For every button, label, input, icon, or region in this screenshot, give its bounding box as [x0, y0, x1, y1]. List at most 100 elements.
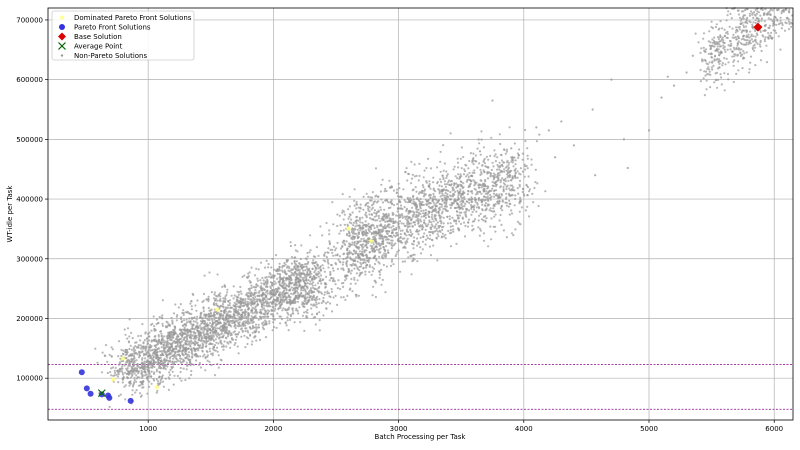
non-pareto-point — [152, 362, 155, 365]
non-pareto-point — [421, 184, 424, 187]
non-pareto-point — [378, 234, 381, 237]
non-pareto-point — [206, 355, 209, 358]
non-pareto-point — [479, 183, 482, 186]
non-pareto-point — [310, 272, 313, 275]
non-pareto-point — [291, 289, 294, 292]
non-pareto-point — [435, 202, 438, 205]
non-pareto-point — [414, 186, 417, 189]
non-pareto-point — [250, 304, 253, 307]
non-pareto-point — [309, 287, 313, 290]
non-pareto-point — [288, 283, 291, 286]
non-pareto-point — [213, 303, 216, 307]
non-pareto-point — [340, 267, 343, 270]
non-pareto-point — [359, 229, 362, 232]
non-pareto-point — [123, 328, 126, 331]
non-pareto-point — [124, 348, 127, 351]
non-pareto-point — [257, 268, 260, 271]
non-pareto-point — [397, 222, 400, 225]
non-pareto-point — [274, 303, 277, 306]
non-pareto-point — [336, 213, 339, 216]
non-pareto-point — [146, 343, 149, 346]
non-pareto-point — [124, 333, 127, 336]
non-pareto-point — [244, 346, 247, 349]
non-pareto-point — [280, 278, 283, 281]
non-pareto-point — [408, 233, 411, 236]
non-pareto-point — [285, 260, 288, 263]
non-pareto-point — [354, 282, 357, 285]
non-pareto-point — [403, 260, 407, 263]
non-pareto-point — [483, 182, 486, 185]
non-pareto-point — [410, 177, 414, 180]
non-pareto-point — [430, 221, 433, 224]
non-pareto-point — [141, 357, 144, 360]
non-pareto-point — [259, 261, 263, 264]
non-pareto-point — [129, 364, 132, 367]
non-pareto-point — [231, 338, 234, 341]
non-pareto-point — [735, 38, 738, 41]
non-pareto-point — [498, 199, 501, 203]
non-pareto-point — [248, 287, 251, 290]
non-pareto-point — [370, 228, 373, 231]
non-pareto-point — [467, 186, 470, 189]
non-pareto-point — [322, 314, 325, 317]
non-pareto-point — [248, 298, 251, 301]
non-pareto-point — [477, 186, 480, 189]
non-pareto-point — [285, 279, 288, 282]
non-pareto-point-cloud — [94, 6, 794, 408]
non-pareto-point — [270, 308, 273, 311]
non-pareto-point — [171, 363, 174, 366]
non-pareto-point — [267, 302, 270, 305]
non-pareto-point — [459, 157, 462, 160]
non-pareto-point — [743, 52, 746, 55]
non-pareto-point — [371, 206, 374, 209]
non-pareto-point — [392, 263, 395, 266]
non-pareto-point — [423, 169, 426, 172]
non-pareto-point — [199, 366, 203, 369]
non-pareto-point — [248, 295, 251, 298]
non-pareto-point — [410, 273, 413, 276]
non-pareto-point — [156, 360, 159, 363]
non-pareto-point — [297, 273, 300, 276]
non-pareto-point — [357, 206, 360, 209]
non-pareto-point — [475, 210, 478, 213]
non-pareto-point — [141, 371, 144, 374]
non-pareto-point — [139, 347, 143, 350]
non-pareto-point — [211, 354, 214, 357]
non-pareto-point — [470, 205, 473, 209]
non-pareto-point — [278, 291, 281, 294]
non-pareto-point — [159, 381, 162, 384]
non-pareto-point — [179, 346, 182, 349]
non-pareto-point — [412, 257, 415, 260]
non-pareto-point — [356, 266, 359, 269]
non-pareto-point — [306, 282, 309, 285]
non-pareto-point — [303, 329, 306, 332]
non-pareto-point — [313, 298, 316, 301]
non-pareto-point — [458, 191, 461, 194]
non-pareto-point — [267, 275, 270, 278]
non-pareto-point — [168, 360, 172, 363]
non-pareto-point — [432, 176, 435, 179]
non-pareto-point — [139, 384, 142, 387]
non-pareto-point — [413, 239, 416, 243]
non-pareto-point — [250, 284, 253, 287]
non-pareto-point — [440, 215, 443, 218]
non-pareto-point — [173, 356, 176, 359]
non-pareto-point — [462, 221, 466, 224]
non-pareto-point — [141, 386, 144, 389]
non-pareto-point — [373, 236, 377, 240]
non-pareto-point — [292, 293, 295, 296]
non-pareto-point — [175, 358, 178, 361]
non-pareto-point — [516, 187, 519, 190]
non-pareto-point — [152, 358, 155, 362]
non-pareto-point — [248, 322, 251, 325]
non-pareto-point — [172, 333, 175, 336]
non-pareto-point — [362, 234, 365, 237]
non-pareto-point — [487, 158, 490, 161]
non-pareto-point — [270, 283, 274, 286]
non-pareto-point — [369, 199, 372, 202]
non-pareto-point — [464, 224, 467, 227]
non-pareto-point — [471, 192, 474, 195]
non-pareto-point — [459, 200, 462, 203]
non-pareto-point — [312, 281, 315, 284]
non-pareto-point — [409, 216, 412, 219]
